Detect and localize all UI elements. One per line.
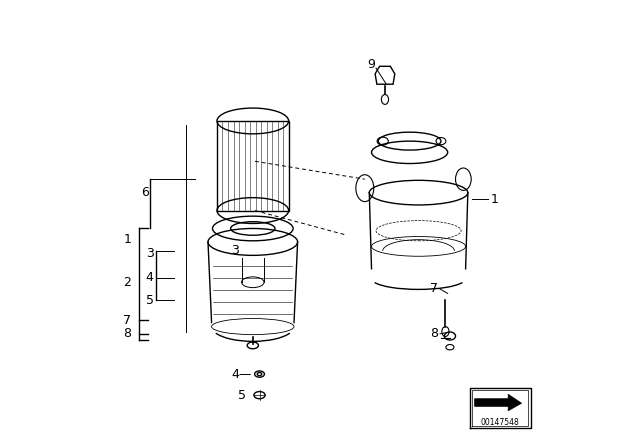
Text: 1: 1 <box>491 193 499 206</box>
Text: 1: 1 <box>124 233 131 246</box>
Text: 8: 8 <box>430 327 438 340</box>
Text: 00147548: 00147548 <box>481 418 520 427</box>
Text: 4: 4 <box>146 271 154 284</box>
Text: 2: 2 <box>124 276 131 289</box>
Text: 7: 7 <box>430 282 438 296</box>
Polygon shape <box>475 394 522 411</box>
Text: 7: 7 <box>124 314 131 327</box>
Text: 5: 5 <box>237 388 246 402</box>
Text: 9: 9 <box>367 58 376 72</box>
Text: 6: 6 <box>141 186 149 199</box>
Text: 3: 3 <box>231 244 239 258</box>
Text: 4—: 4— <box>232 367 252 381</box>
Text: 8: 8 <box>124 327 131 340</box>
Text: 5: 5 <box>146 293 154 307</box>
Text: 3: 3 <box>146 246 154 260</box>
